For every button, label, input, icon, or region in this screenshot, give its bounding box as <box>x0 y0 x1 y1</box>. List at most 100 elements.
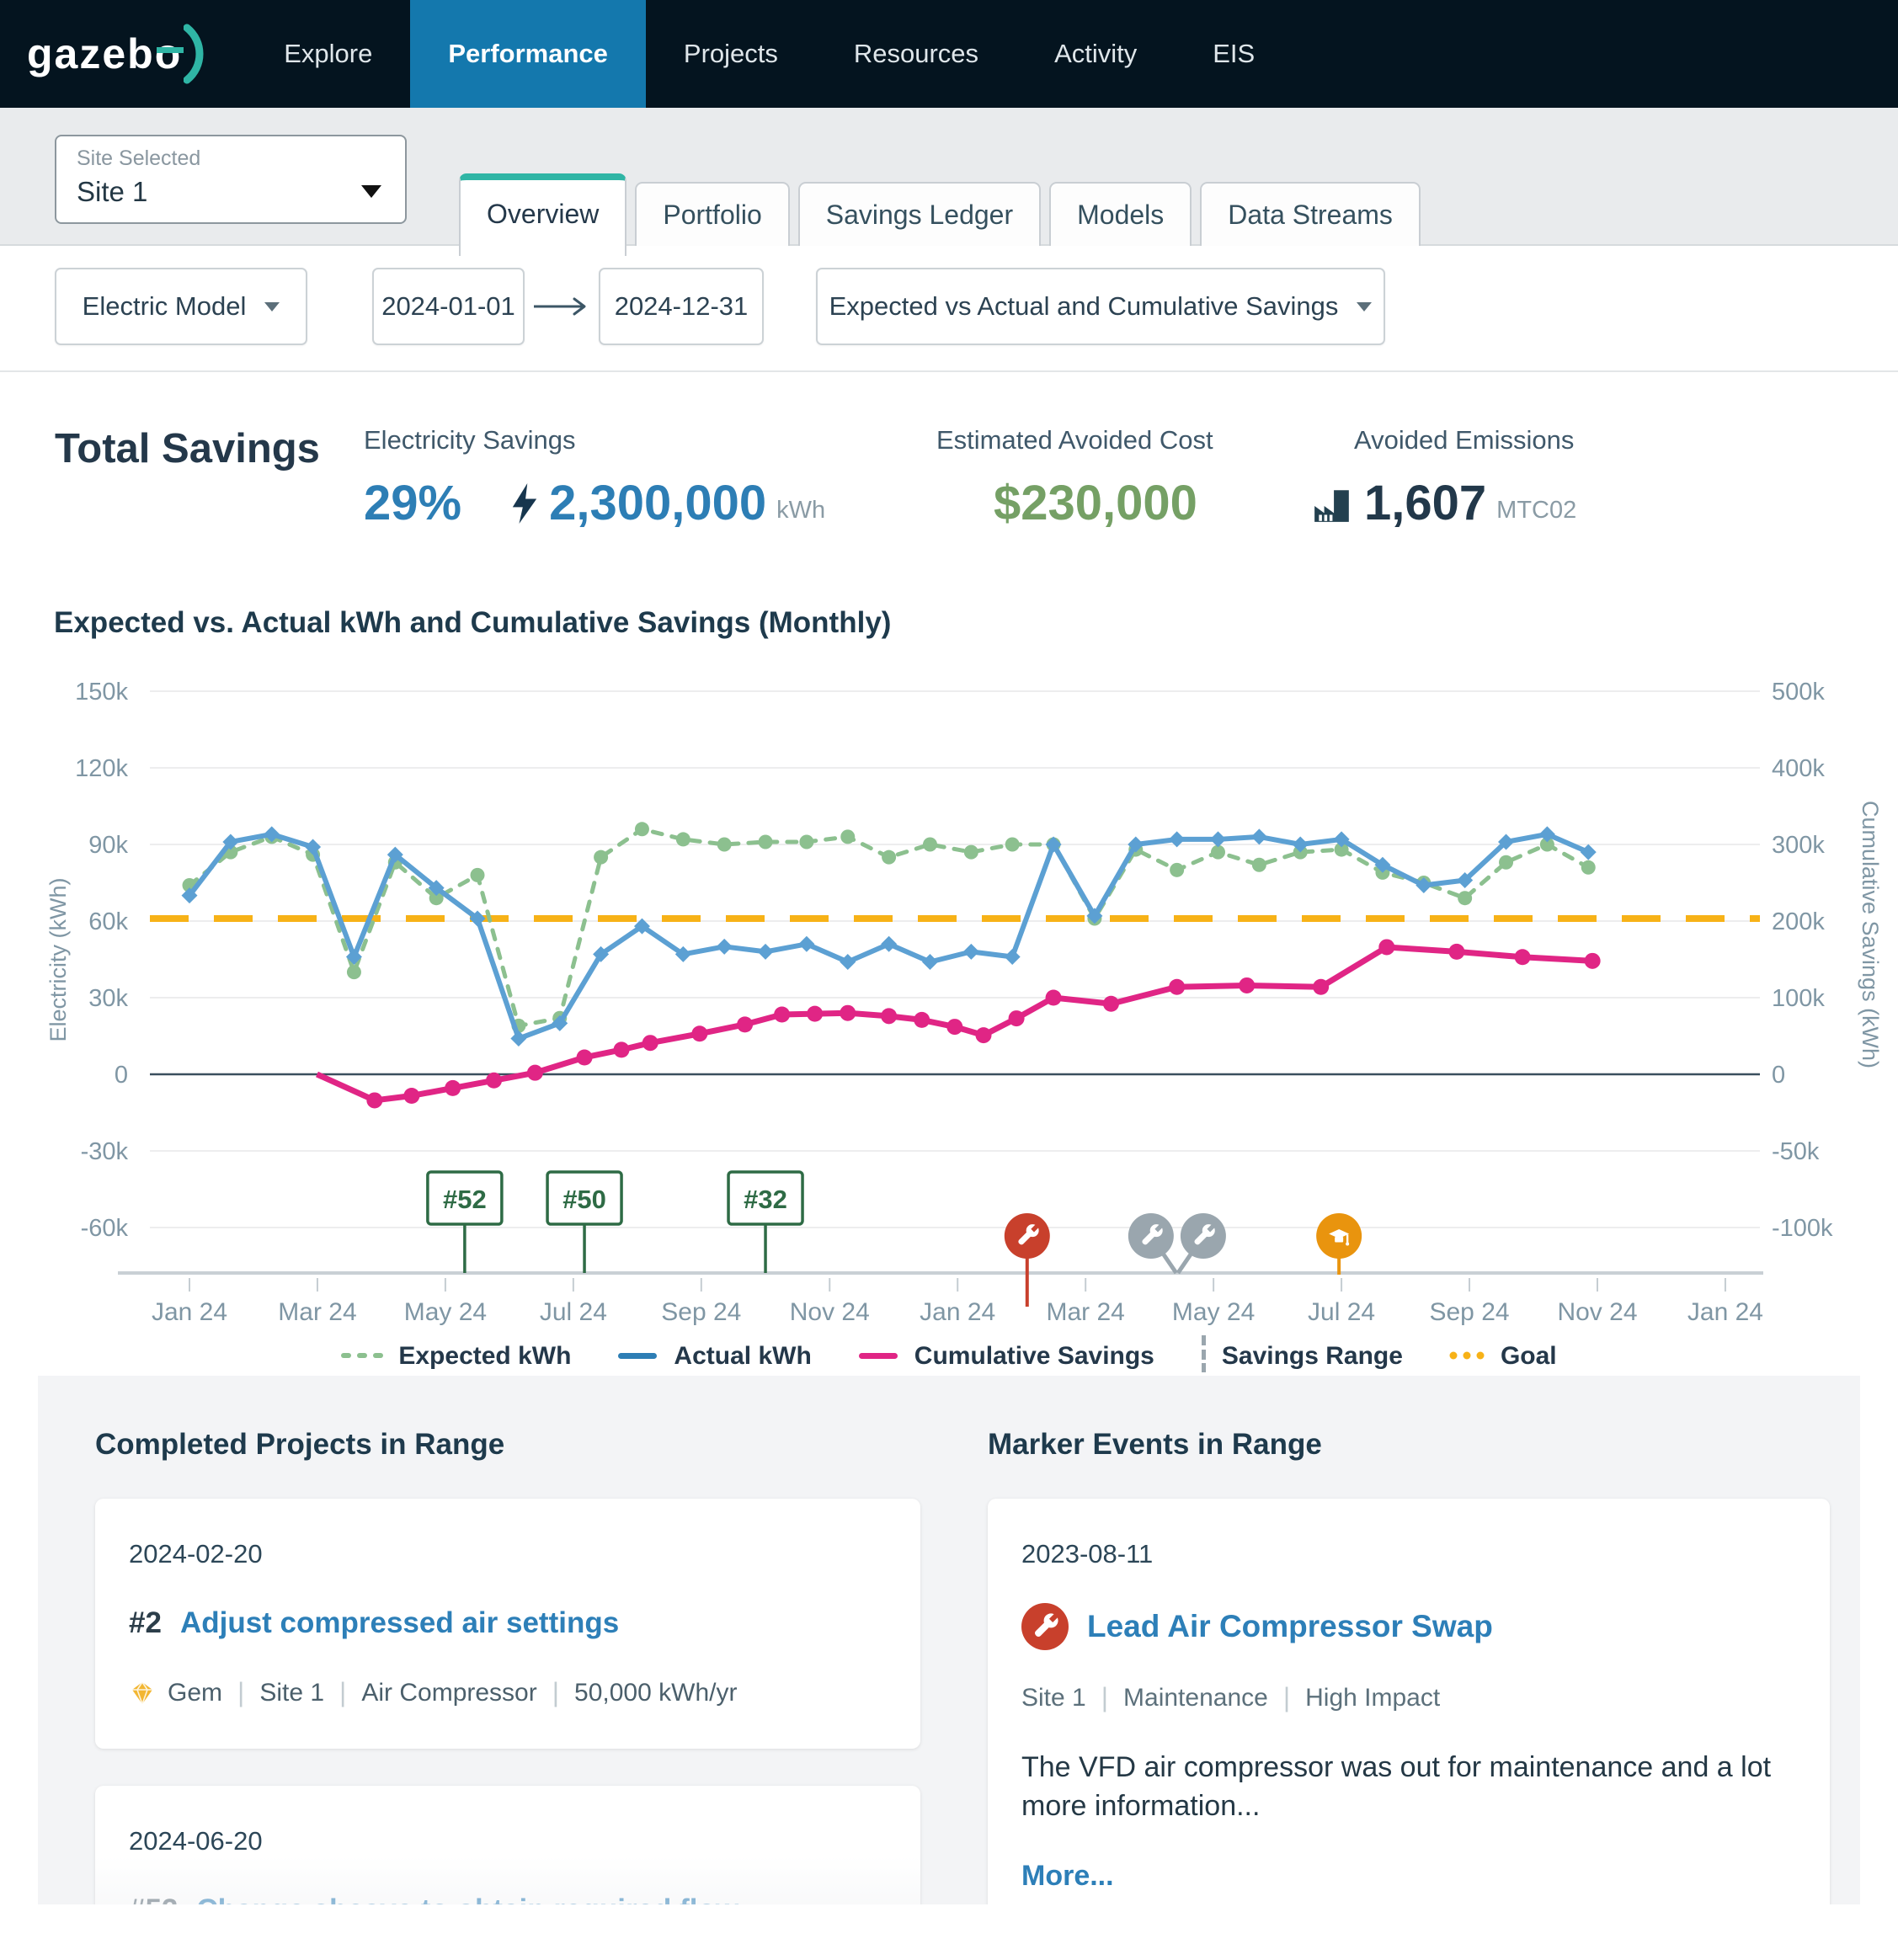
cumulative-point <box>1313 978 1330 995</box>
tab-portfolio[interactable]: Portfolio <box>635 182 790 246</box>
legend-actual-kwh[interactable]: Actual kWh <box>616 1342 812 1371</box>
project-link[interactable]: Adjust compressed air settings <box>179 1606 620 1639</box>
chart-legend: Expected kWh Actual kWh Cumulative Savings… <box>0 1335 1898 1377</box>
y-left-tick: -60k <box>81 1215 129 1242</box>
start-date-value: 2024-01-01 <box>381 291 515 321</box>
expected-point <box>594 850 609 865</box>
expected-point <box>1539 837 1554 852</box>
tab-data-streams[interactable]: Data Streams <box>1200 182 1421 246</box>
meta-separator: | <box>552 1677 560 1707</box>
event-card: 2023-08-11 Lead Air Compressor Swap <box>988 1499 1830 1904</box>
x-tick-label: May 24 <box>1172 1298 1255 1326</box>
nav-item-resources[interactable]: Resources <box>853 39 979 68</box>
chart-title: Expected vs. Actual kWh and Cumulative S… <box>54 606 892 639</box>
nav-item-eis[interactable]: EIS <box>1213 39 1256 68</box>
view-dropdown[interactable]: Expected vs Actual and Cumulative Saving… <box>816 268 1385 345</box>
legend-label: Goal <box>1500 1341 1557 1370</box>
logo-teal-bar-icon <box>157 47 184 53</box>
goal-dots-icon <box>1448 1349 1487 1364</box>
logo-chevron-icon <box>184 24 204 84</box>
tab-overview[interactable]: Overview <box>459 173 627 256</box>
savings-chart: 150k 500k 120k 400k 90k 300k 60k 200k 30k 100k 0 0 -… <box>45 679 1883 1326</box>
project-id: #2 <box>129 1606 162 1639</box>
actual-point <box>881 935 898 952</box>
event-body: The VFD air compressor was out for maint… <box>1021 1751 1772 1822</box>
project-marker-50[interactable]: #50 <box>546 1170 623 1273</box>
electricity-savings-percent: 29% <box>364 476 462 530</box>
electricity-savings-unit: kWh <box>776 497 826 524</box>
chevron-down-icon <box>1357 301 1373 312</box>
y-right-tick: 0 <box>1772 1062 1785 1089</box>
cumulative-point <box>1378 939 1395 956</box>
electricity-savings-stat: Electricity Savings 29% 2,300,000 kWh <box>364 425 825 528</box>
cumulative-point <box>366 1092 383 1109</box>
legend-line-icon <box>616 1349 660 1364</box>
svg-text:#50: #50 <box>562 1185 606 1214</box>
legend-goal[interactable]: Goal <box>1448 1342 1557 1371</box>
actual-point <box>510 1031 527 1047</box>
start-date-input[interactable]: 2024-01-01 <box>372 268 525 345</box>
event-link[interactable]: Lead Air Compressor Swap <box>1087 1609 1493 1643</box>
savings-range-icon <box>1200 1335 1208 1377</box>
factory-icon <box>1312 487 1352 528</box>
avoided-emissions-stat: Avoided Emissions 1,607 MTC02 <box>1312 425 1576 528</box>
meta-separator: | <box>1282 1682 1291 1712</box>
project-card: 2024-06-20 #52 Change sheave to obtain r… <box>95 1786 920 1904</box>
nav-item-projects[interactable]: Projects <box>683 39 778 68</box>
tab-savings-ledger[interactable]: Savings Ledger <box>797 182 1042 246</box>
event-pin-wrench-icon[interactable] <box>1176 1213 1226 1275</box>
expected-point <box>1170 862 1185 877</box>
site-selector[interactable]: Site Selected Site 1 <box>55 135 407 224</box>
cumulative-point <box>807 1005 824 1022</box>
marker-events-panel: Marker Events in Range 2023-08-11 Le <box>988 1376 1830 1904</box>
actual-point <box>428 880 445 897</box>
bottom-panels: Completed Projects in Range 2024-02-20 #… <box>38 1376 1860 1904</box>
cumulative-point <box>403 1087 420 1104</box>
cumulative-point <box>1102 995 1119 1012</box>
cumulative-point <box>840 1004 856 1021</box>
gazebo-logo[interactable]: gazebo <box>27 0 212 108</box>
project-marker-32[interactable]: #32 <box>727 1170 804 1273</box>
expected-point <box>1251 857 1266 872</box>
nav-item-explore[interactable]: Explore <box>284 39 373 68</box>
y-right-tick: -50k <box>1772 1138 1820 1165</box>
more-link[interactable]: More... <box>1021 1859 1114 1892</box>
x-tick-label: Jul 24 <box>540 1298 607 1326</box>
end-date-input[interactable]: 2024-12-31 <box>599 268 764 345</box>
wrench-icon <box>1021 1603 1069 1650</box>
event-pin-wrench-icon[interactable] <box>1004 1213 1050 1307</box>
model-dropdown[interactable]: Electric Model <box>55 268 307 345</box>
meta-item: 50,000 kWh/yr <box>574 1678 738 1707</box>
nav-item-performance[interactable]: Performance <box>410 0 646 108</box>
tab-models[interactable]: Models <box>1049 182 1192 246</box>
cumulative-point <box>1045 989 1062 1006</box>
event-pin-mortarboard-icon[interactable] <box>1316 1213 1362 1275</box>
event-pin-wrench-icon[interactable] <box>1128 1213 1178 1275</box>
cumulative-point <box>914 1011 930 1028</box>
nav-item-activity[interactable]: Activity <box>1054 39 1138 68</box>
y-right-tick: 400k <box>1772 755 1825 782</box>
actual-point <box>1169 831 1186 848</box>
divider <box>0 370 1898 372</box>
project-meta: Gem | Site 1 | Air Compressor | 50,000 kWh/yr <box>129 1677 887 1708</box>
actual-point <box>1210 831 1226 848</box>
cumulative-point <box>576 1049 593 1066</box>
actual-point <box>1250 828 1267 845</box>
x-tick-label: Nov 24 <box>790 1298 870 1326</box>
y-right-tick: 500k <box>1772 679 1825 706</box>
expected-point <box>1211 844 1225 860</box>
project-link[interactable]: Change sheave to obtain required flow <box>196 1893 738 1904</box>
meta-item: Maintenance <box>1123 1683 1268 1712</box>
expected-point <box>1334 842 1349 857</box>
project-marker-52[interactable]: #52 <box>426 1170 504 1273</box>
legend-cumulative-savings[interactable]: Cumulative Savings <box>857 1342 1154 1371</box>
y-left-tick: 120k <box>75 755 128 782</box>
end-date-value: 2024-12-31 <box>614 291 749 321</box>
events-panel-title: Marker Events in Range <box>988 1428 1322 1461</box>
meta-item: Site 1 <box>259 1678 325 1707</box>
legend-savings-range[interactable]: Savings Range <box>1200 1335 1403 1377</box>
x-tick-label: Sep 24 <box>1429 1298 1509 1326</box>
legend-expected-kwh[interactable]: Expected kWh <box>341 1342 571 1371</box>
x-tick-label: Nov 24 <box>1557 1298 1637 1326</box>
